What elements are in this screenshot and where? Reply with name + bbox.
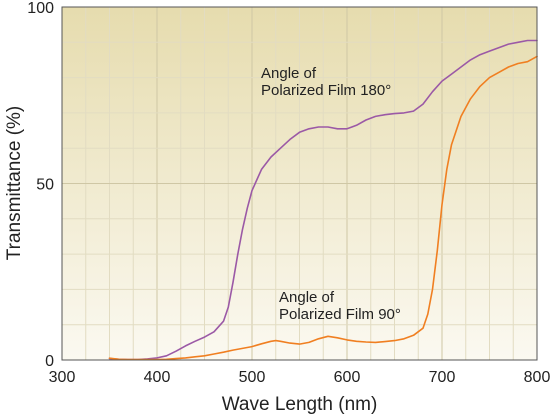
annotation-film-90-line-1: Angle of (279, 289, 335, 306)
plot-area-border (61, 6, 538, 361)
annotation-film-90: Angle of Polarized Film 90° (279, 289, 401, 323)
x-tick-label-600: 600 (334, 369, 361, 386)
series-line-film-180 (108, 39, 538, 361)
y-tick-label-50: 50 (36, 177, 54, 194)
x-tick-label-700: 700 (429, 369, 456, 386)
annotation-film-180: Angle of Polarized Film 180° (261, 65, 391, 99)
x-axis-title: Wave Length (nm) (222, 394, 378, 415)
annotation-film-180-line-1: Angle of (261, 65, 317, 82)
series-layer (108, 39, 538, 361)
x-tick-label-300: 300 (49, 369, 76, 386)
series-annotations: Angle of Polarized Film 180°Angle of Polar… (261, 65, 401, 323)
tick-labels: 300 400 500 600 700 800 0 50 100 (27, 0, 550, 386)
annotation-film-180-line-2: Polarized Film 180° (261, 82, 391, 99)
y-tick-label-0: 0 (45, 353, 54, 370)
x-tick-label-400: 400 (144, 369, 171, 386)
grid-lines (62, 7, 537, 360)
x-tick-label-800: 800 (524, 369, 550, 386)
series-line-film-90 (108, 55, 538, 361)
y-tick-label-100: 100 (27, 0, 54, 17)
annotation-film-90-line-2: Polarized Film 90° (279, 306, 401, 323)
y-axis-title: Transmittance (%) (4, 106, 25, 261)
x-tick-label-500: 500 (239, 369, 266, 386)
